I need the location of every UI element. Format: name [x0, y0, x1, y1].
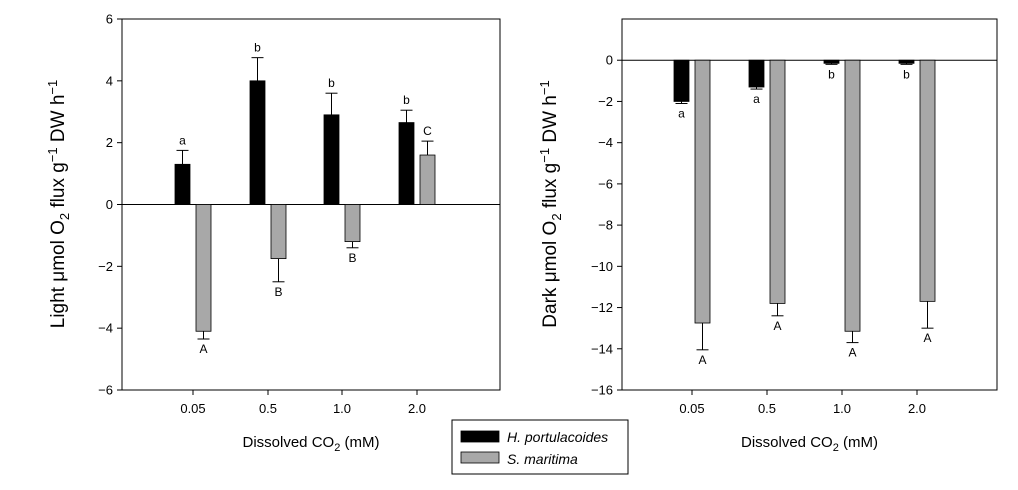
x-tick-label: 2.0: [908, 401, 926, 416]
y-tick-label: 4: [106, 73, 113, 88]
y-tick-label: −6: [98, 383, 113, 398]
y-tick-label: −12: [591, 300, 613, 315]
bar: [694, 59, 711, 324]
significance-letter: A: [698, 353, 706, 367]
plot-frame: [621, 18, 998, 391]
x-axis-title: Dissolved CO2 (mM): [243, 434, 380, 454]
legend-label-s-maritima: S. maritima: [507, 451, 578, 467]
legend-box: [451, 419, 629, 475]
y-axis-title: Light μmol O2 flux g−1 DW h−1: [45, 80, 72, 328]
bar: [323, 114, 340, 205]
y-tick-label: −4: [598, 135, 613, 150]
legend-swatch-s-maritima: [460, 451, 500, 464]
y-tick-label: −2: [98, 259, 113, 274]
significance-letter: a: [678, 107, 685, 121]
y-tick-label: 2: [106, 135, 113, 150]
x-axis-title: Dissolved CO2 (mM): [741, 434, 878, 454]
y-tick-label: 0: [106, 197, 113, 212]
significance-letter: a: [753, 92, 760, 106]
bar: [673, 59, 690, 102]
significance-letter: A: [199, 342, 207, 356]
bar: [919, 59, 936, 302]
x-tick-label: 1.0: [833, 401, 851, 416]
bar: [174, 163, 191, 205]
bar: [398, 122, 415, 205]
x-tick-label: 2.0: [408, 401, 426, 416]
significance-letter: b: [828, 67, 835, 81]
bar: [249, 80, 266, 205]
significance-letter: b: [254, 41, 261, 55]
bar: [823, 59, 840, 64]
bar: [844, 59, 861, 332]
significance-letter: B: [348, 251, 356, 265]
significance-letter: b: [903, 67, 910, 81]
significance-letter: A: [848, 346, 856, 360]
significance-letter: B: [274, 285, 282, 299]
panel-light: −6 −4 −2 0 2 4 6 0.05 0.5 1.0 2.0 a b b b A B B C Dissolved…: [45, 12, 501, 454]
legend-swatch-h-portulacoides: [460, 430, 500, 443]
y-tick-label: −2: [598, 94, 613, 109]
significance-letter: a: [179, 133, 186, 147]
y-axis-title: Dark μmol O2 flux g−1 DW h−1: [537, 80, 564, 327]
y-tick-label: 0: [606, 53, 613, 68]
bar: [419, 154, 436, 205]
y-tick-label: 6: [106, 12, 113, 27]
significance-letter: A: [923, 331, 931, 345]
y-tick-label: −10: [591, 259, 613, 274]
x-tick-label: 1.0: [333, 401, 351, 416]
y-tick-label: −8: [598, 218, 613, 233]
bar: [898, 59, 915, 64]
x-tick-label: 0.5: [259, 401, 277, 416]
bar: [344, 204, 361, 242]
bar: [270, 204, 287, 260]
bar: [769, 59, 786, 304]
panel-dark: −16 −14 −12 −10 −8 −6 −4 −2 0 0.05 0.5 1.0 2.0 a a b b A A…: [537, 18, 998, 454]
x-tick-label: 0.05: [679, 401, 704, 416]
bar: [748, 59, 765, 88]
bar: [195, 204, 212, 332]
significance-letter: A: [773, 319, 781, 333]
significance-letter: C: [423, 124, 432, 138]
legend-label-h-portulacoides: H. portulacoides: [507, 429, 608, 445]
y-tick-label: −16: [591, 383, 613, 398]
y-tick-label: −6: [598, 176, 613, 191]
significance-letter: b: [403, 93, 410, 107]
y-tick-label: −4: [98, 321, 113, 336]
x-tick-label: 0.5: [758, 401, 776, 416]
legend: H. portulacoides S. maritima: [451, 419, 629, 475]
x-tick-label: 0.05: [180, 401, 205, 416]
significance-letter: b: [328, 76, 335, 90]
y-tick-label: −14: [591, 341, 613, 356]
